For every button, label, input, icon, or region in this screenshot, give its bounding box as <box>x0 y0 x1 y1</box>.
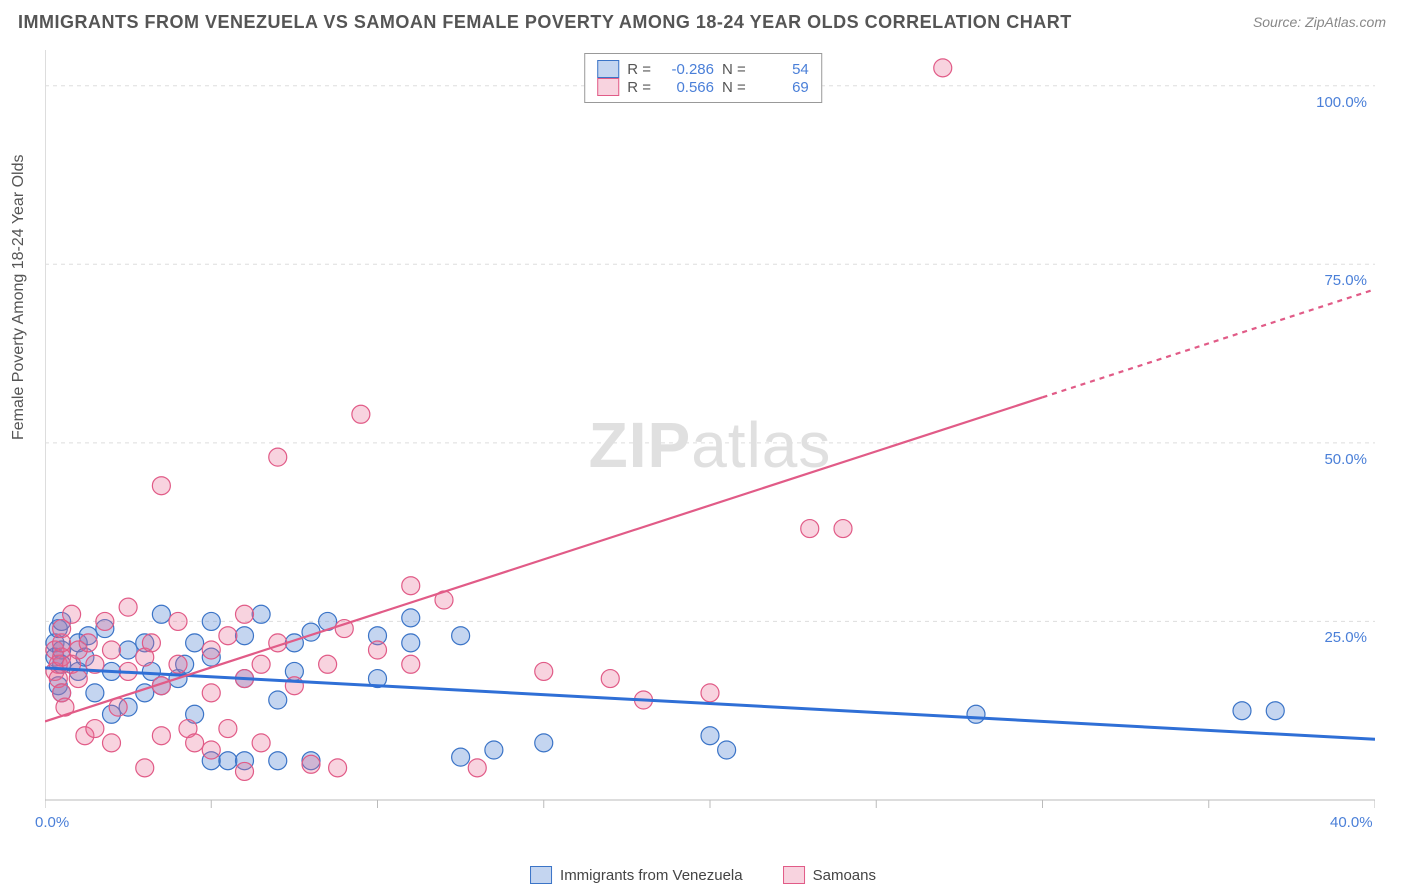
legend-item: Immigrants from Venezuela <box>530 866 743 884</box>
n-label: N = <box>722 61 746 78</box>
n-value: 54 <box>754 61 809 78</box>
x-tick-label: 40.0% <box>1330 814 1373 831</box>
r-value: -0.286 <box>659 61 714 78</box>
correlation-legend: R = -0.286 N = 54 R = 0.566 N = 69 <box>584 53 822 103</box>
source-attribution: Source: ZipAtlas.com <box>1253 14 1386 30</box>
swatch-icon <box>597 60 619 78</box>
legend-row: R = -0.286 N = 54 <box>597 60 809 78</box>
n-label: N = <box>722 79 746 96</box>
legend-item: Samoans <box>783 866 876 884</box>
r-label: R = <box>627 79 651 96</box>
legend-label: Immigrants from Venezuela <box>560 867 743 884</box>
y-axis-label: Female Poverty Among 18-24 Year Olds <box>10 155 28 441</box>
chart-title: IMMIGRANTS FROM VENEZUELA VS SAMOAN FEMA… <box>18 12 1072 33</box>
x-tick-label: 0.0% <box>35 814 69 831</box>
n-value: 69 <box>754 79 809 96</box>
scatter-chart <box>45 50 1375 840</box>
swatch-icon <box>530 866 552 884</box>
swatch-icon <box>783 866 805 884</box>
swatch-icon <box>597 78 619 96</box>
r-value: 0.566 <box>659 79 714 96</box>
y-tick-label: 50.0% <box>1324 451 1367 468</box>
series-legend: Immigrants from Venezuela Samoans <box>530 866 876 884</box>
y-tick-label: 75.0% <box>1324 272 1367 289</box>
plot-area: ZIPatlas 0.0%40.0%25.0%50.0%75.0%100.0% <box>45 50 1375 840</box>
y-tick-label: 25.0% <box>1324 629 1367 646</box>
r-label: R = <box>627 61 651 78</box>
legend-label: Samoans <box>813 867 876 884</box>
y-tick-label: 100.0% <box>1316 94 1367 111</box>
legend-row: R = 0.566 N = 69 <box>597 78 809 96</box>
header: IMMIGRANTS FROM VENEZUELA VS SAMOAN FEMA… <box>0 0 1406 40</box>
